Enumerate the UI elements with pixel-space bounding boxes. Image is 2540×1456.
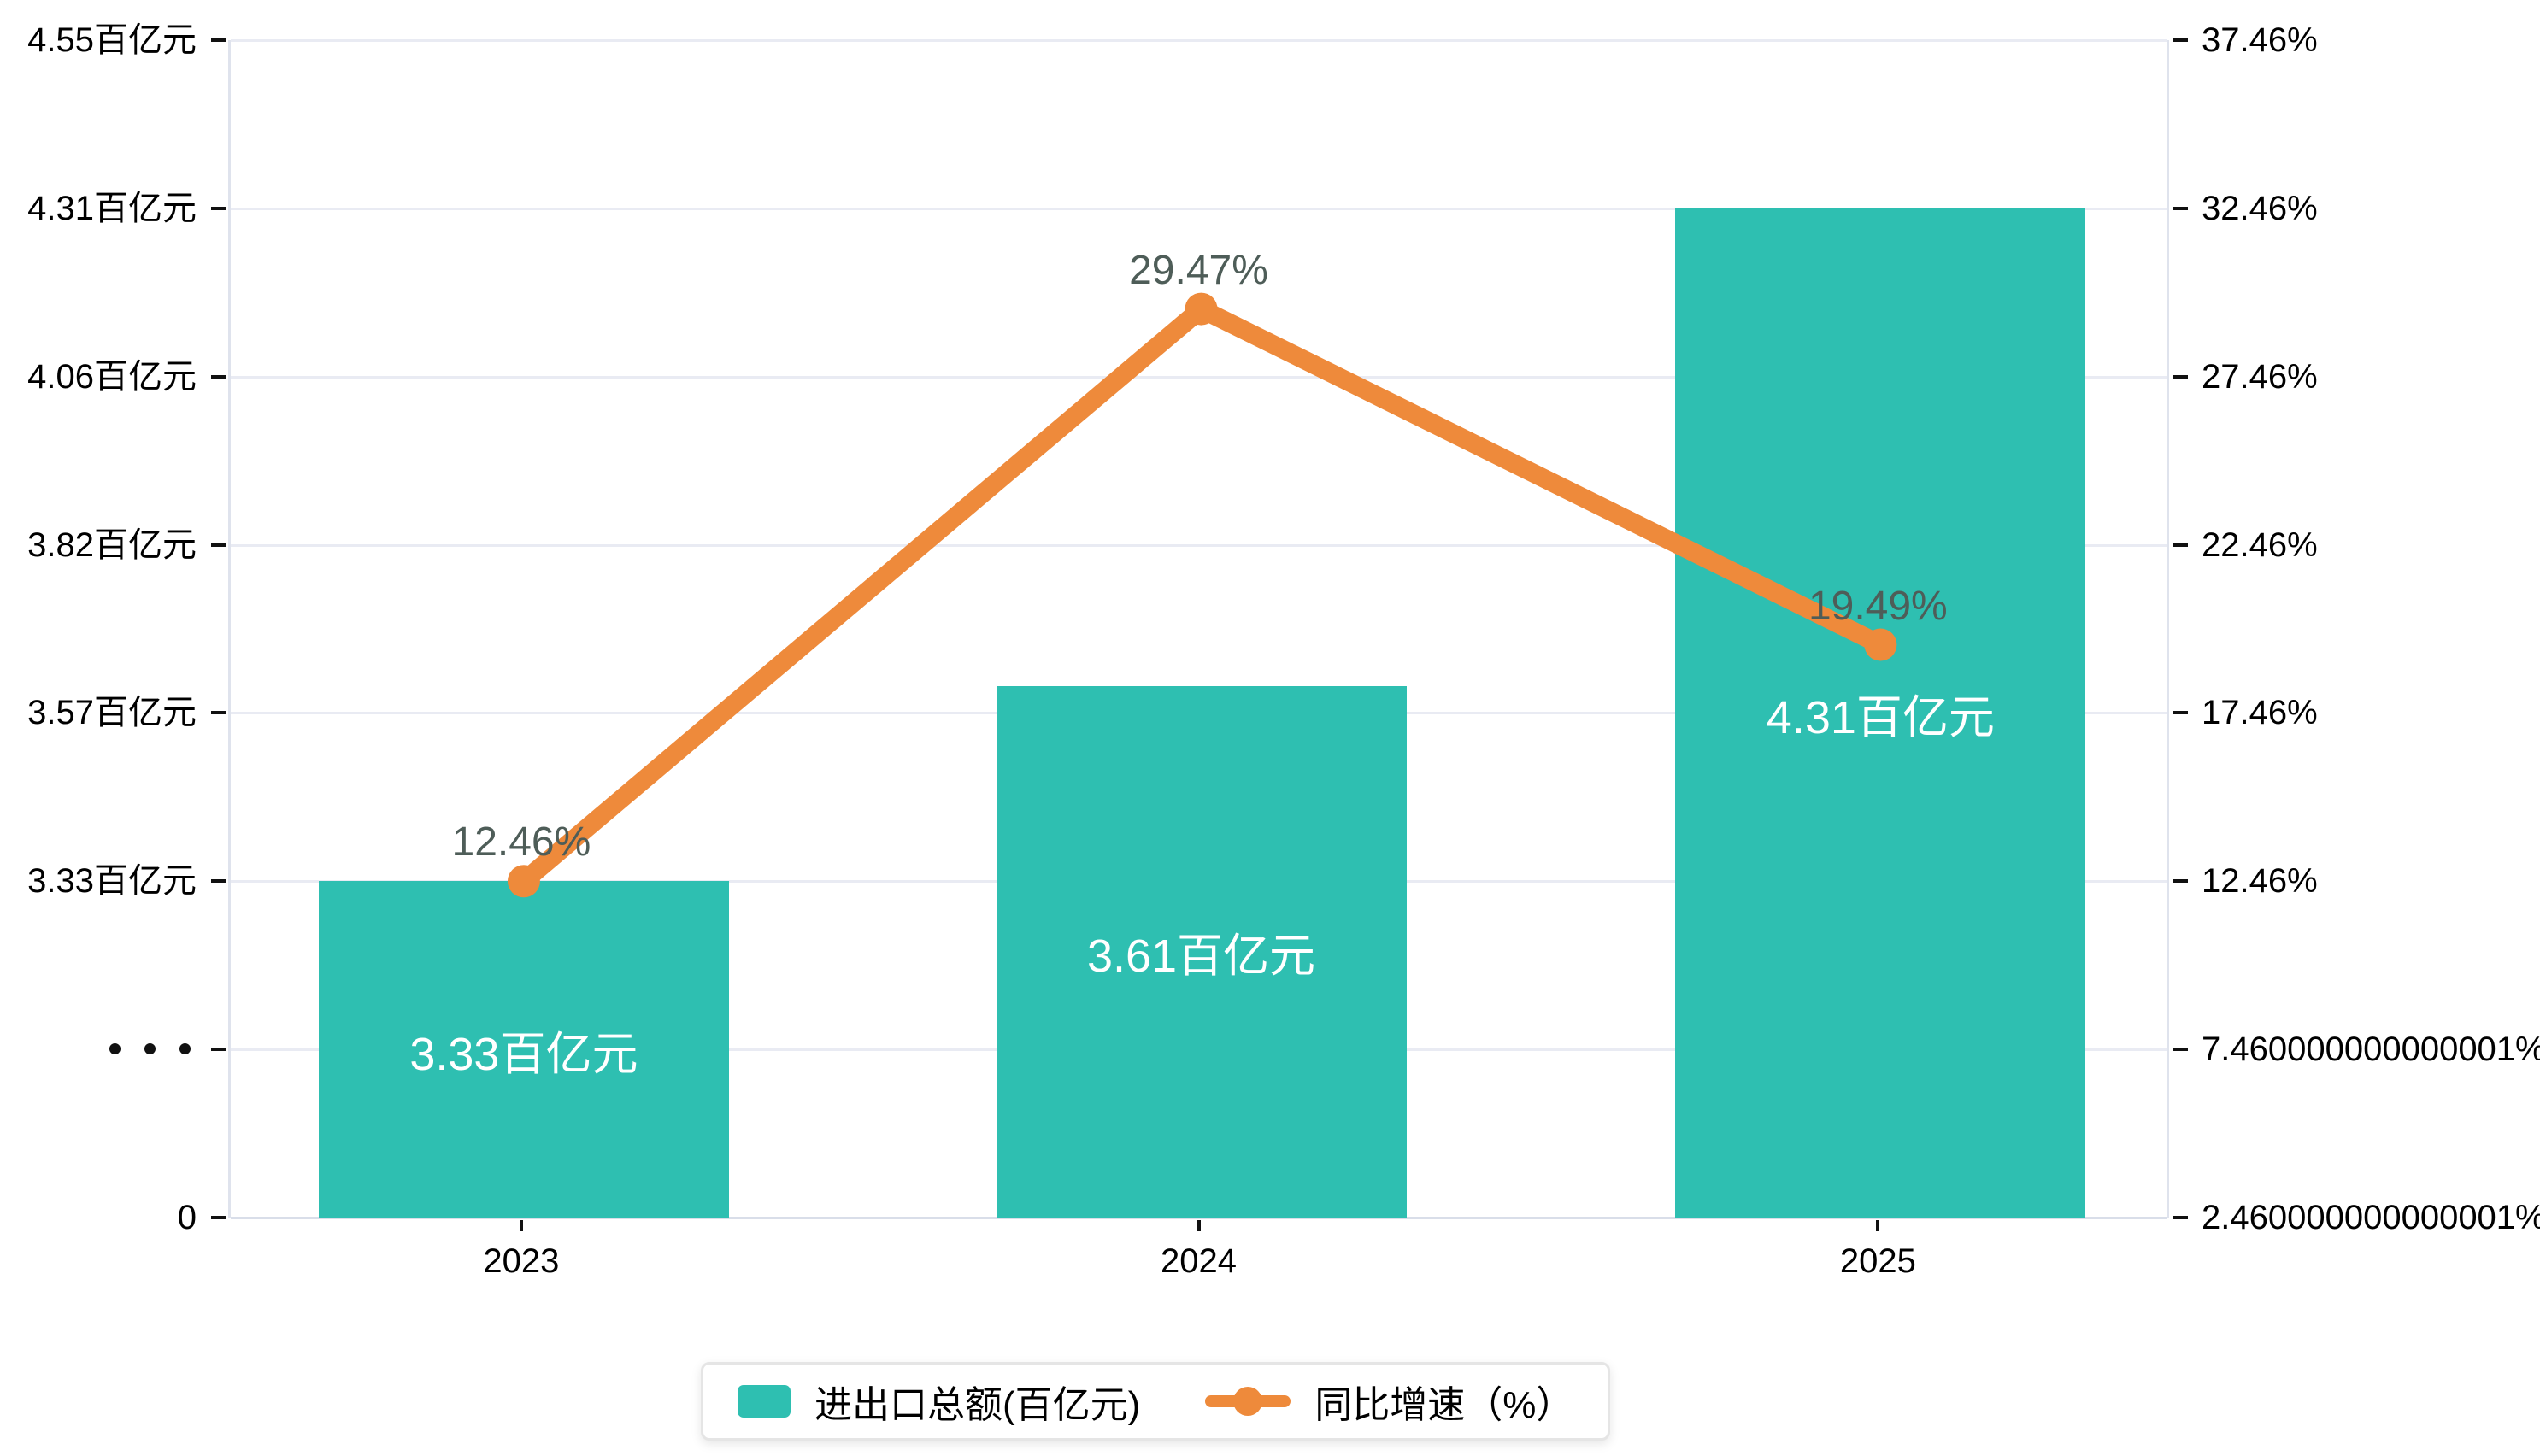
- left-axis-tick: [211, 543, 226, 547]
- right-axis-tick: [2173, 206, 2188, 210]
- axis-break-dot: [144, 1043, 156, 1055]
- line-marker-2023[interactable]: [507, 865, 540, 898]
- right-axis-tick-label: 2.460000000000001%: [2202, 1199, 2540, 1236]
- x-axis-line: [231, 1217, 2167, 1219]
- axis-break-dot: [179, 1043, 191, 1055]
- left-axis-tick: [211, 1216, 226, 1219]
- x-axis-category-label: 2024: [1161, 1242, 1237, 1280]
- line-value-label: 29.47%: [1129, 247, 1268, 293]
- left-axis-tick-label: 0: [177, 1199, 197, 1236]
- axis-break-dots: [109, 1043, 191, 1055]
- left-axis-tick: [211, 879, 226, 884]
- legend-item-bar-series[interactable]: 进出口总额(百亿元): [738, 1374, 1140, 1429]
- gridline: [231, 543, 2167, 547]
- axis-break-dot: [109, 1043, 121, 1055]
- left-axis-tick-label: 3.82百亿元: [27, 525, 197, 564]
- line-series-icon: [1205, 1383, 1291, 1420]
- left-axis-tick-label: 3.57百亿元: [27, 694, 197, 732]
- right-axis-tick: [2173, 1216, 2188, 1219]
- bar-value-label: 3.61百亿元: [1086, 931, 1316, 983]
- x-axis-tick: [519, 1220, 523, 1231]
- bar-2023[interactable]: 3.33百亿元: [318, 881, 729, 1218]
- left-axis-tick-label: 4.31百亿元: [27, 189, 197, 227]
- line-marker-2025[interactable]: [1864, 628, 1897, 661]
- x-axis-category-label: 2025: [1839, 1242, 1916, 1280]
- gridline: [231, 39, 2167, 42]
- right-axis-tick: [2173, 543, 2188, 547]
- bar-value-label: 3.33百亿元: [409, 1028, 638, 1080]
- right-axis-tick: [2173, 374, 2188, 379]
- line-value-label: 19.49%: [1808, 583, 1948, 629]
- left-axis-tick: [211, 374, 226, 379]
- line-value-label: 12.46%: [451, 819, 591, 866]
- legend-item-line-series[interactable]: 同比增速（%）: [1205, 1374, 1573, 1429]
- legend: 进出口总额(百亿元) 同比增速（%）: [701, 1362, 1611, 1441]
- right-axis-tick-label: 27.46%: [2202, 357, 2318, 396]
- bar-2025[interactable]: 4.31百亿元: [1675, 208, 2086, 1218]
- bar-value-label: 4.31百亿元: [1766, 691, 1995, 743]
- right-axis-tick: [2173, 711, 2188, 715]
- left-axis-tick-label: 4.55百亿元: [27, 21, 197, 59]
- right-axis-tick: [2173, 38, 2188, 42]
- x-axis-category-label: 2023: [483, 1242, 560, 1280]
- left-axis-tick: [211, 206, 226, 210]
- gridline: [231, 375, 2167, 379]
- x-axis-tick: [1876, 1220, 1880, 1231]
- line-dot-icon: [1233, 1387, 1263, 1416]
- x-axis-tick: [1197, 1220, 1201, 1231]
- line-marker-2024[interactable]: [1185, 292, 1218, 326]
- plot-area: 3.33百亿元 3.61百亿元 4.31百亿元: [228, 39, 2169, 1219]
- left-axis-tick-label: 4.06百亿元: [27, 357, 197, 396]
- gridline: [231, 207, 2167, 210]
- bar-2024[interactable]: 3.61百亿元: [996, 685, 1407, 1218]
- growth-line-layer: [507, 292, 1897, 898]
- growth-line: [514, 299, 1890, 891]
- left-axis-tick: [211, 1048, 226, 1052]
- right-axis-tick-label: 37.46%: [2202, 21, 2318, 59]
- left-axis-tick: [211, 38, 226, 42]
- right-axis-tick-label: 22.46%: [2202, 525, 2318, 564]
- legend-label-bar-series: 进出口总额(百亿元): [814, 1384, 1141, 1426]
- left-axis-tick-label: 3.33百亿元: [27, 862, 197, 901]
- right-axis-tick: [2173, 879, 2188, 884]
- right-axis-tick: [2173, 1048, 2188, 1052]
- right-axis-tick-label: 12.46%: [2202, 862, 2318, 901]
- right-axis-tick-label: 7.460000000000001%: [2202, 1030, 2540, 1069]
- right-axis-tick-label: 32.46%: [2202, 189, 2318, 227]
- left-axis-tick: [211, 711, 226, 715]
- bar-series-swatch-icon: [738, 1385, 791, 1418]
- legend-label-line-series: 同比增速（%）: [1314, 1384, 1574, 1426]
- right-axis-tick-label: 17.46%: [2202, 694, 2318, 732]
